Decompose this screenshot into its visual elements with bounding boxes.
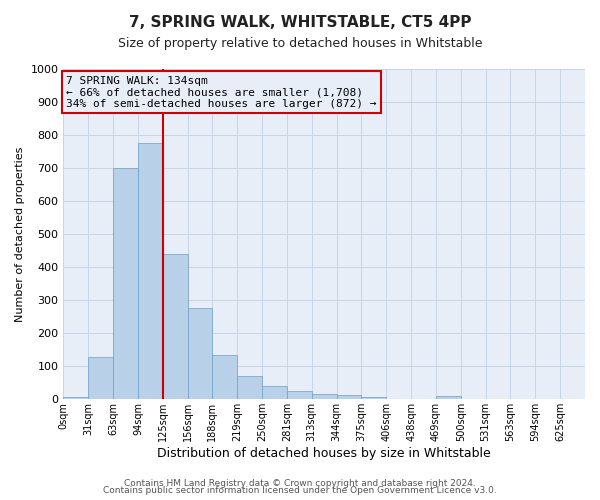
Bar bbox=[312, 394, 337, 400]
Bar bbox=[212, 354, 237, 400]
Bar bbox=[361, 396, 386, 400]
Bar bbox=[138, 144, 163, 400]
Bar bbox=[88, 357, 113, 400]
Bar bbox=[237, 376, 262, 400]
Bar bbox=[287, 391, 312, 400]
Bar bbox=[163, 254, 188, 400]
Text: Contains HM Land Registry data © Crown copyright and database right 2024.: Contains HM Land Registry data © Crown c… bbox=[124, 478, 476, 488]
X-axis label: Distribution of detached houses by size in Whitstable: Distribution of detached houses by size … bbox=[157, 447, 491, 460]
Bar bbox=[113, 168, 138, 400]
Bar bbox=[337, 396, 361, 400]
Y-axis label: Number of detached properties: Number of detached properties bbox=[15, 146, 25, 322]
Bar bbox=[262, 386, 287, 400]
Bar bbox=[64, 396, 88, 400]
Text: Size of property relative to detached houses in Whitstable: Size of property relative to detached ho… bbox=[118, 38, 482, 51]
Text: 7 SPRING WALK: 134sqm
← 66% of detached houses are smaller (1,708)
34% of semi-d: 7 SPRING WALK: 134sqm ← 66% of detached … bbox=[66, 76, 377, 109]
Text: 7, SPRING WALK, WHITSTABLE, CT5 4PP: 7, SPRING WALK, WHITSTABLE, CT5 4PP bbox=[129, 15, 471, 30]
Bar bbox=[188, 308, 212, 400]
Text: Contains public sector information licensed under the Open Government Licence v3: Contains public sector information licen… bbox=[103, 486, 497, 495]
Bar bbox=[436, 396, 461, 400]
